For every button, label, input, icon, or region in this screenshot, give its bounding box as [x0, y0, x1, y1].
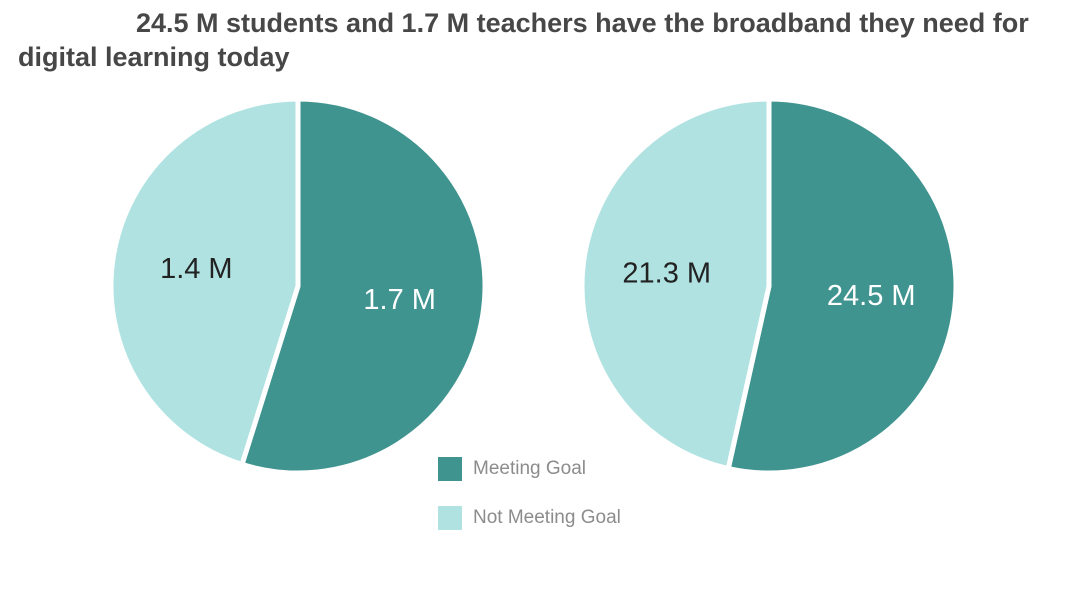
pie-chart-2: 24.5 M 21.3 M — [579, 96, 959, 476]
legend-swatch-meeting-goal — [438, 457, 462, 481]
legend-item-not-meeting-goal: Not Meeting Goal — [438, 504, 621, 532]
legend-swatch-not-meeting-goal — [438, 506, 462, 530]
data-label-meeting-goal: 24.5 M — [827, 280, 916, 312]
data-label-not-meeting-goal: 1.4 M — [160, 253, 233, 285]
legend: Meeting Goal Not Meeting Goal — [438, 455, 621, 553]
pie-slice-not-meeting-goal — [579, 96, 772, 472]
legend-item-meeting-goal: Meeting Goal — [438, 455, 621, 483]
data-label-not-meeting-goal: 21.3 M — [622, 257, 711, 289]
legend-label-meeting-goal: Meeting Goal — [473, 458, 587, 479]
pie-slice-meeting-goal — [725, 96, 959, 476]
legend-label-not-meeting-goal: Not Meeting Goal — [473, 507, 621, 528]
pie-chart-1: 1.7 M 1.4 M — [108, 96, 488, 476]
pie-slice-not-meeting-goal — [108, 96, 301, 468]
pie-slice-meeting-goal — [238, 96, 488, 476]
chart-title: 24.5 M students and 1.7 M teachers have … — [18, 8, 1029, 72]
data-label-meeting-goal: 1.7 M — [363, 284, 436, 316]
